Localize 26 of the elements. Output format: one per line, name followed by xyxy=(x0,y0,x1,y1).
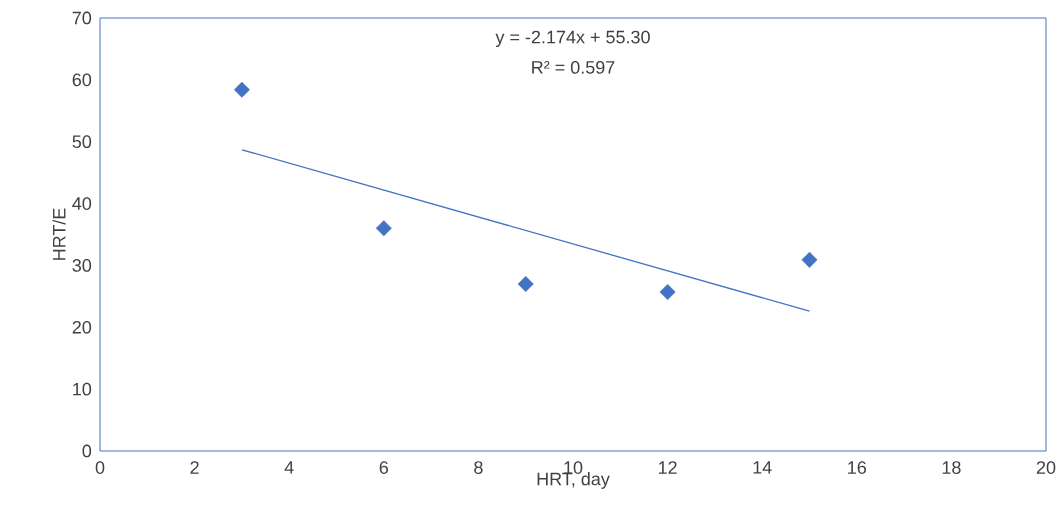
x-tick-label: 8 xyxy=(474,461,483,474)
point xyxy=(517,276,534,292)
x-tick-label: 20 xyxy=(1036,461,1056,474)
y-tick-label: 10 xyxy=(73,382,92,396)
annotation: y = -2.174x + 55.30 xyxy=(495,30,650,47)
x-tick-label: 18 xyxy=(942,461,961,474)
point xyxy=(233,81,250,98)
point xyxy=(801,251,818,268)
y-tick-label: 0 xyxy=(82,444,92,458)
y-tick-label: 70 xyxy=(72,11,92,25)
x-tick-label: 16 xyxy=(848,461,867,474)
y-tick-label: 20 xyxy=(72,320,92,334)
y-tick-label: 50 xyxy=(72,135,92,149)
point xyxy=(375,220,392,237)
x-tick-label: 12 xyxy=(658,461,677,474)
x-tick-label: 2 xyxy=(190,461,199,474)
x-tick-label: 0 xyxy=(95,461,105,474)
x-tick-label: 14 xyxy=(753,461,772,474)
x-tick-label: 4 xyxy=(284,461,294,474)
x-tick-label: 6 xyxy=(379,461,389,474)
annotation: R² = 0.597 xyxy=(532,60,615,74)
y-tick-label: 60 xyxy=(72,73,92,87)
y-tick-label: 30 xyxy=(72,259,92,272)
y-axis-title: HRT/E xyxy=(52,208,66,260)
point xyxy=(659,284,676,300)
y-tick-label: 40 xyxy=(72,197,92,210)
